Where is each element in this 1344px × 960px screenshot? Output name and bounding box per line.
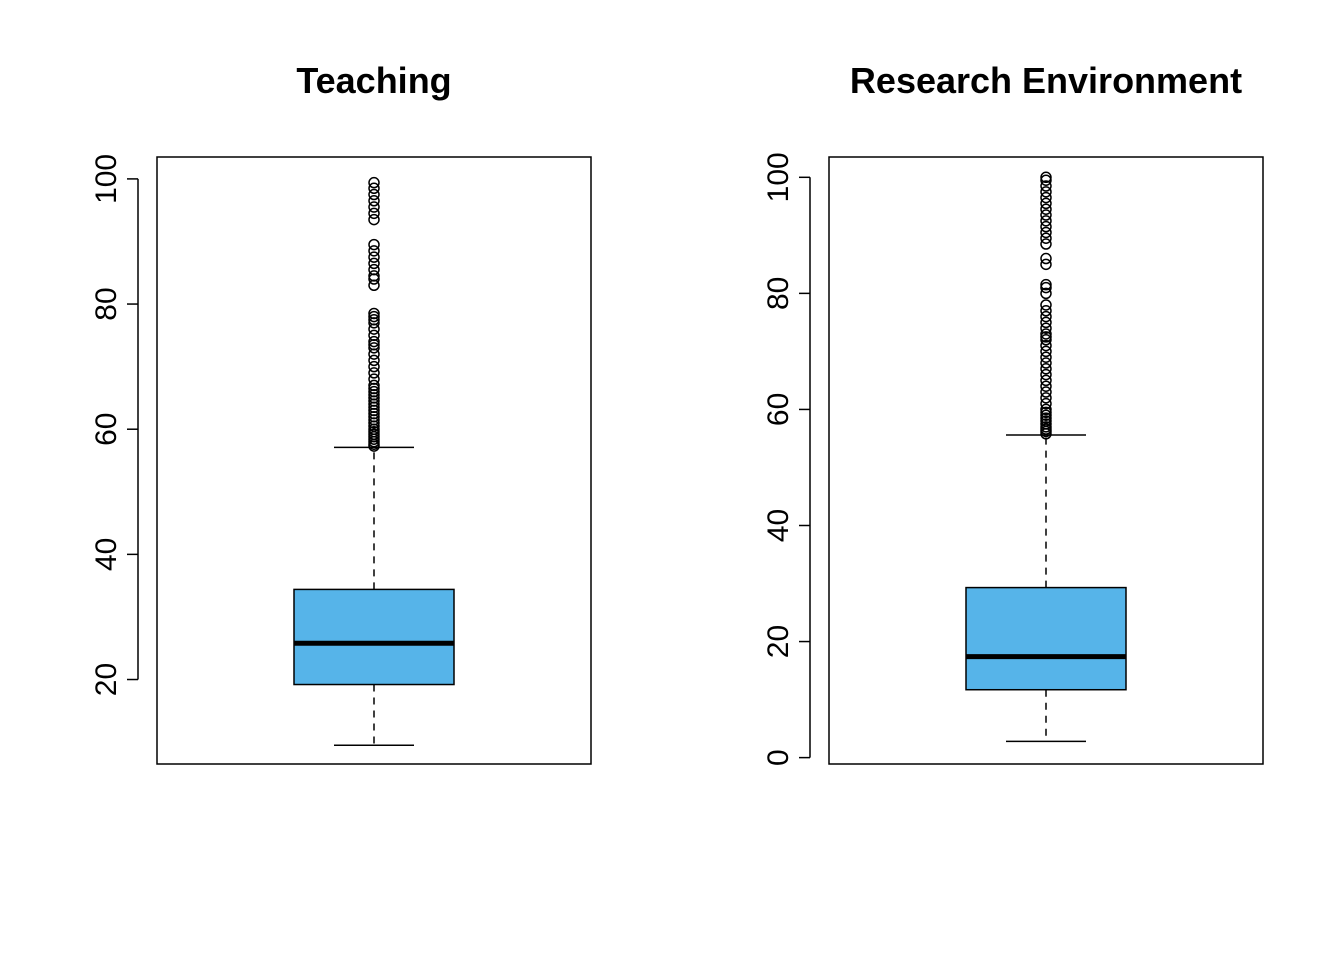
- outlier-point: [1040, 345, 1052, 358]
- outlier-point: [1040, 287, 1052, 300]
- y-tick-label: 100: [762, 152, 795, 202]
- outlier-point: [1040, 363, 1052, 375]
- outlier-point: [1040, 421, 1052, 433]
- outlier-point: [1040, 418, 1052, 430]
- outlier-point: [1040, 403, 1052, 416]
- outlier-point: [368, 335, 380, 348]
- outlier-point: [368, 360, 380, 373]
- outlier-point: [1040, 299, 1052, 311]
- outlier-point: [368, 313, 380, 326]
- outlier-point: [1040, 191, 1052, 204]
- outlier-point: [368, 385, 380, 398]
- outlier-point: [368, 342, 380, 354]
- outlier-point: [1040, 397, 1052, 410]
- outlier-point: [368, 201, 380, 213]
- outlier-point: [1040, 374, 1052, 387]
- y-tick-label: 40: [762, 509, 795, 542]
- outlier-point: [368, 207, 380, 220]
- outlier-point: [1040, 368, 1052, 381]
- plot-frame: [828, 156, 1264, 765]
- iqr-box: [965, 586, 1127, 691]
- outlier-point: [368, 307, 380, 320]
- y-tick-label: 100: [90, 154, 123, 204]
- outlier-point: [1040, 278, 1052, 291]
- outlier-point: [368, 373, 380, 385]
- y-tick-label: 40: [90, 538, 123, 571]
- outlier-point: [368, 310, 380, 323]
- iqr-box: [293, 588, 455, 686]
- outlier-point: [1040, 203, 1052, 215]
- outlier-point: [1040, 238, 1052, 250]
- outlier-point: [1040, 281, 1052, 294]
- outlier-point: [1040, 174, 1052, 186]
- y-tick-label: 20: [762, 625, 795, 658]
- outlier-point: [1040, 331, 1052, 343]
- outlier-point: [368, 354, 380, 367]
- outlier-point: [1040, 209, 1052, 221]
- outlier-point: [1040, 339, 1052, 352]
- chart-title: Research Environment: [850, 60, 1242, 101]
- outlier-point: [1040, 197, 1052, 210]
- outlier-point: [1040, 351, 1052, 363]
- outlier-point: [1040, 406, 1052, 419]
- outlier-point: [1040, 215, 1052, 227]
- outlier-point: [1040, 305, 1052, 317]
- outlier-point: [1040, 226, 1052, 239]
- outlier-point: [1040, 357, 1052, 369]
- outlier-point: [1040, 386, 1052, 398]
- y-tick-label: 20: [90, 663, 123, 696]
- outlier-point: [1040, 412, 1052, 424]
- outlier-point: [368, 176, 380, 189]
- chart-title: Teaching: [296, 60, 451, 101]
- outlier-point: [1040, 220, 1052, 233]
- outlier-point: [368, 263, 380, 276]
- outlier-point: [1040, 258, 1052, 271]
- outlier-point: [1040, 322, 1052, 334]
- outlier-point: [1040, 415, 1052, 427]
- outlier-point: [368, 270, 380, 282]
- outlier-point: [368, 329, 380, 342]
- plot-frame: [156, 156, 592, 765]
- outlier-point: [368, 257, 380, 270]
- outlier-point: [1040, 232, 1052, 244]
- y-tick-label: 80: [90, 287, 123, 320]
- outlier-point: [368, 188, 380, 201]
- outlier-point: [368, 367, 380, 379]
- outlier-point: [1040, 328, 1052, 340]
- y-tick-label: 80: [762, 277, 795, 310]
- outlier-point: [368, 213, 380, 226]
- outlier-point: [368, 195, 380, 207]
- outlier-point: [368, 238, 380, 251]
- outlier-point: [368, 182, 380, 195]
- outlier-point: [368, 379, 380, 392]
- y-tick-label: 0: [762, 749, 795, 766]
- outlier-point: [1040, 310, 1052, 323]
- y-tick-label: 60: [762, 393, 795, 426]
- outlier-point: [1040, 409, 1052, 421]
- outlier-point: [1040, 186, 1052, 198]
- y-tick-label: 60: [90, 413, 123, 446]
- outlier-point: [1040, 334, 1052, 346]
- outlier-point: [368, 251, 380, 263]
- outlier-point: [1040, 180, 1052, 192]
- outlier-point: [368, 245, 380, 257]
- outlier-point: [1040, 171, 1052, 184]
- outlier-point: [1040, 380, 1052, 392]
- outlier-point: [1040, 392, 1052, 404]
- outlier-point: [1040, 252, 1052, 265]
- outlier-point: [1040, 316, 1052, 329]
- teaching-panel: Teaching 20 40 60 80 100: [90, 60, 592, 765]
- research-environment-panel: Research Environment 0 20 40 60 80 100: [762, 60, 1264, 766]
